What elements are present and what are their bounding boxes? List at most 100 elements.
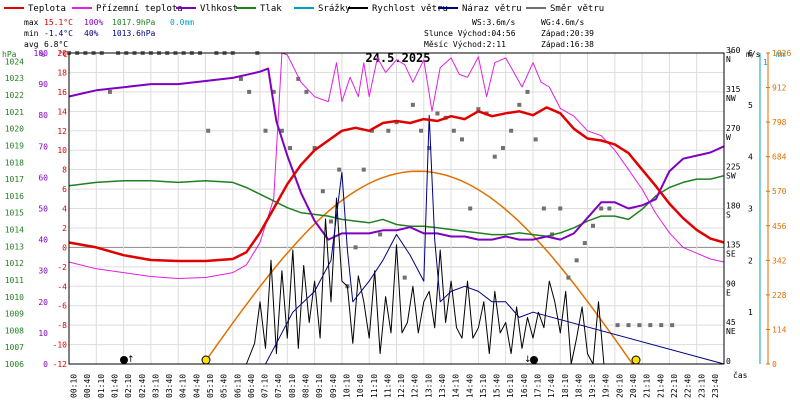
direction-tick-name: NW [726,94,736,103]
time-tick-label: 01:10 [97,374,106,398]
humidity-tick-label: 80 [38,111,48,120]
temp-tick-label: 8 [62,166,67,175]
direction-tick-label: 180 [726,202,741,211]
stats-sun: Slunce Východ:04:56 [424,29,516,38]
direction-point [637,323,642,328]
direction-point [427,146,432,151]
direction-point [533,137,538,142]
stats-max-temp: 15.1°C [44,18,73,27]
time-tick-label: 12:40 [411,374,420,398]
direction-point [468,206,473,211]
time-tick-label: 02:10 [124,374,133,398]
direction-point [369,128,374,133]
direction-tick-label: 315 [726,85,741,94]
radiation-tick-label: 342 [772,256,787,265]
temp-tick-label: 10 [57,146,67,155]
direction-tick-label: 270 [726,124,741,133]
pressure-tick-label: 1018 [5,158,24,167]
direction-point [460,137,464,142]
rain-tick-label: 1 [763,58,768,67]
time-tick-label: 14:10 [452,374,461,398]
unit-cas: čas [733,370,748,380]
direction-point [361,167,366,172]
direction-point [279,128,284,133]
direction-point [525,89,530,94]
direction-point [648,323,653,328]
stats-max-press: 1017.9hPa [112,18,156,27]
wind-tick-label: 5 [748,101,753,110]
pressure-tick-label: 1015 [5,209,24,218]
direction-tick-name: NE [726,327,736,336]
stats-max-rain: 0.0mm [170,18,194,27]
direction-point [558,206,563,211]
time-tick-label: 16:10 [506,374,515,398]
temp-tick-label: -12 [53,360,68,369]
time-tick-label: 20:10 [615,374,624,398]
sun-radiation-curve [202,170,634,365]
temp-tick-label: 4 [62,205,67,214]
stats-max-label: max [24,18,39,27]
radiation-tick-label: 456 [772,222,787,231]
direction-point [607,206,612,211]
time-tick-label: 03:40 [165,374,174,398]
time-tick-label: 15:10 [479,374,488,398]
pressure-tick-label: 1016 [5,192,24,201]
wind-tick-label: 2 [748,256,753,265]
time-tick-label: 05:40 [220,374,229,398]
direction-point [626,323,631,328]
direction-point [509,128,514,133]
axes: 20181614121086420-2-4-6-8-10-12100908070… [5,46,792,398]
humidity-tick-label: 60 [38,173,48,182]
direction-point [599,206,604,211]
legend-label: Rychlost větru [372,4,448,14]
direction-point [288,146,293,151]
stats-min-press: 1013.6hPa [112,29,156,38]
time-tick-label: 13:10 [424,374,433,398]
humidity-tick-label: 30 [38,267,48,276]
time-tick-label: 03:10 [151,374,160,398]
time-tick-label: 19:10 [588,374,597,398]
time-tick-label: 11:40 [383,374,392,398]
time-tick-label: 06:40 [247,374,256,398]
time-tick-label: 04:40 [192,374,201,398]
time-tick-label: 21:10 [643,374,652,398]
pressure-tick-label: 1010 [5,293,24,302]
humidity-tick-label: 70 [38,142,48,151]
temp-tick-label: -10 [53,341,68,350]
time-tick-label: 05:10 [206,374,215,398]
time-tick-label: 08:10 [288,374,297,398]
stats-block: max 15.1°C 100% 1017.9hPa 0.0mm min -1.4… [24,18,594,49]
direction-point [107,89,112,94]
legend: Teplota Přízemní teplota Vlhkost Tlak Srážky… [4,4,604,14]
pressure-tick-label: 1008 [5,326,24,335]
direction-point [271,89,276,94]
legend-label: Vlhkost [200,4,238,14]
humidity-tick-label: 10 [38,329,48,338]
time-tick-label: 01:40 [110,374,119,398]
direction-tick-label: 135 [726,240,741,249]
temp-tick-label: -8 [57,321,67,330]
direction-point [591,223,595,228]
direction-tick-label: 90 [726,279,736,288]
pressure-tick-label: 1022 [5,91,24,100]
time-tick-label: 18:10 [561,374,570,398]
time-tick-label: 06:10 [233,374,242,398]
sun-radiation-line [202,170,634,365]
pressure-tick-label: 1006 [5,360,24,369]
humidity-tick-label: 20 [38,298,48,307]
series-line-n-raz-v-tru [69,114,725,365]
direction-point [500,146,505,151]
time-tick-label: 12:10 [397,374,406,398]
direction-tick-label: 45 [726,318,736,327]
legend-label: Směr větru [550,4,604,14]
series-line-vlhkost [68,67,725,241]
moonset-arrow-icon: ↓ [524,355,532,365]
direction-point [296,76,301,81]
temp-tick-label: 6 [62,185,67,194]
direction-point [329,219,333,224]
legend-label: Srážky [318,4,351,14]
pressure-tick-label: 1014 [5,226,24,235]
time-tick-label: 16:40 [520,374,529,398]
direction-point [247,89,252,94]
